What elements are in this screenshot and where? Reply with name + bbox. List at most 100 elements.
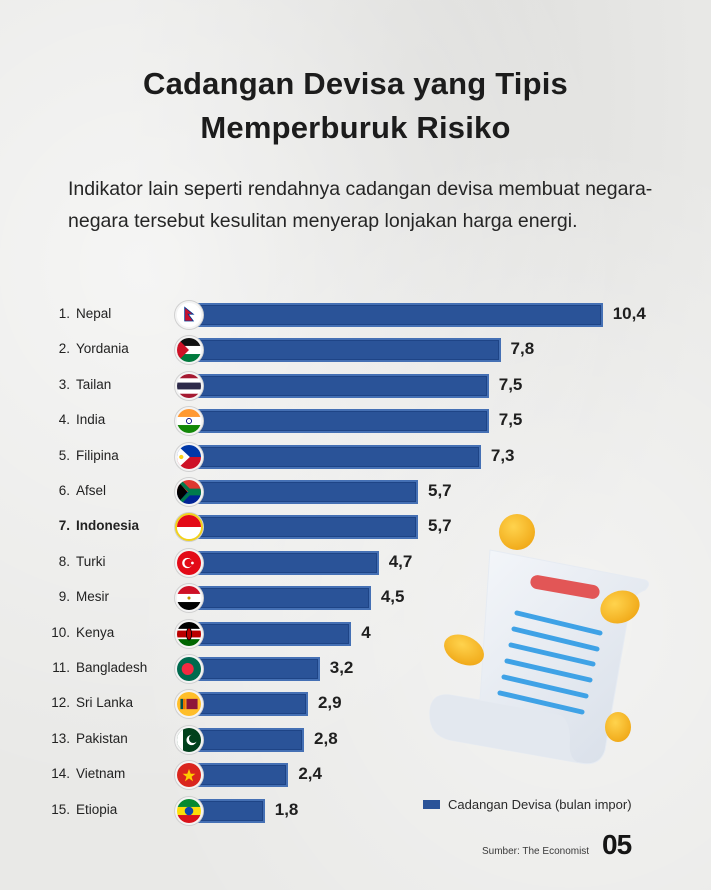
bar [190,338,501,363]
rank-number: 14. [51,766,70,782]
value-label: 1,8 [274,799,299,819]
country-name: India [76,412,106,428]
country-name: Afsel [76,483,107,498]
value-label: 5,7 [428,481,452,500]
value-label: 5,7 [428,516,452,536]
bar [190,409,489,434]
country-name: Filipina [76,447,119,463]
rank-number: 8. [58,553,70,569]
country-name: Sri Lanka [76,695,134,711]
subtitle: Indikator lain seperti rendahnya cadanga… [68,178,653,232]
country-name: Nepal [76,306,112,321]
legend-swatch [423,800,440,809]
source-note: Sumber: The Economist [482,846,590,857]
bar [190,480,418,504]
country-label: 11. Bangladesh [40,660,175,675]
legend-label: Cadangan Devisa (bulan impor) [448,797,632,812]
country-name: Vietnam [76,766,126,782]
value-label: 4,7 [388,551,413,571]
indonesia-flag-icon [175,513,203,542]
egypt-flag-icon [175,584,203,613]
rank-number: 2. [58,341,70,357]
rank-number: 13. [51,730,70,746]
country-label: 5. Filipina [40,448,175,463]
bar [190,444,481,469]
chart-row: 13. Pakistan 2,8 [0,725,711,755]
receipt-with-coins-illustration [429,514,649,765]
rank-number: 3. [58,376,70,392]
country-name: Pakistan [76,730,128,746]
bar [190,550,379,575]
country-name: Turki [76,553,106,569]
chart-row: 4. India 7,5 [0,406,711,436]
title-line-2: Memperburuk Risiko [200,110,511,145]
value-label: 7,5 [498,410,523,430]
country-label: 14. Vietnam [40,766,175,781]
bar [190,586,371,611]
chart-row: 5. Filipina 7,3 [0,442,711,472]
country-name: Bangladesh [76,660,148,675]
thailand-flag-icon [175,371,203,400]
rank-number: 6. [58,483,70,498]
value-label: 2,9 [317,693,342,713]
vietnam-flag-icon [175,761,203,790]
philippines-flag-icon [175,442,203,471]
sri-lanka-flag-icon [175,690,203,719]
chart-row: 12. Sri Lanka 2,9 [0,689,711,719]
chart-row: 2. Yordania 7,8 [0,335,711,365]
chart-row: 8. Turki 4,7 [0,548,711,578]
bar [190,303,603,327]
value-label: 2,8 [314,728,338,748]
bar [190,515,418,540]
bar [190,692,308,717]
country-name: Mesir [76,589,109,605]
country-name: Kenya [76,624,115,640]
country-label: 12. Sri Lanka [40,695,175,710]
bar [190,373,489,398]
value-label: 7,8 [510,339,535,359]
value-label: 10,4 [612,304,646,323]
rank-number: 9. [58,589,70,605]
country-label: 10. Kenya [40,625,175,640]
bar [190,727,305,752]
chart-row: 10. Kenya 4 [0,619,711,649]
chart-row: 11. Bangladesh 3,2 [0,654,711,684]
chart-row: 1. Nepal 10,4 [0,300,711,330]
chart-row: 6. Afsel 5,7 [0,477,711,507]
country-label: 2. Yordania [40,341,175,356]
bar [190,763,289,788]
kenya-flag-icon [175,619,203,648]
south-africa-flag-icon [175,478,203,506]
rank-number: 10. [51,624,70,640]
country-name: Yordania [76,341,129,357]
bangladesh-flag-icon [175,655,203,683]
rank-number: 15. [51,801,70,817]
value-label: 4,5 [380,587,405,607]
nepal-flag-icon [175,301,203,329]
country-label: 9. Mesir [40,589,175,604]
rank-number: 1. [58,306,70,321]
page-title: Cadangan Devisa yang Tipis Memperburuk R… [0,62,711,150]
pakistan-flag-icon [175,725,203,754]
rank-number: 5. [58,447,70,463]
bar [190,657,320,681]
value-label: 3,2 [329,658,354,677]
country-label: 6. Afsel [40,483,175,498]
chart-row: 7. Indonesia 5,7 [0,512,711,542]
country-label: 7. Indonesia [40,518,175,533]
page-number: 05 [602,829,632,860]
rank-number: 4. [58,412,70,428]
country-label: 15. Etiopia [40,802,175,817]
bar [190,621,352,646]
turkey-flag-icon [175,548,203,577]
country-label: 1. Nepal [40,306,175,321]
country-label: 13. Pakistan [40,731,175,746]
country-label: 3. Tailan [40,377,175,392]
country-name: Tailan [76,376,112,392]
value-label: 4 [361,622,371,642]
rank-number: 12. [51,695,70,711]
country-name: Indonesia [76,518,140,534]
jordan-flag-icon [175,336,203,365]
rank-number: 11. [52,660,70,675]
value-label: 2,4 [298,764,322,784]
